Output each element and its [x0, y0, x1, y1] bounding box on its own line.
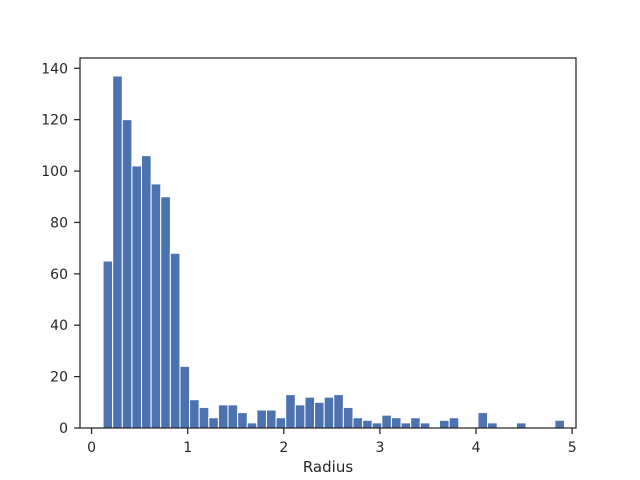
- x-tick-label: 3: [375, 440, 384, 456]
- histogram-bar: [314, 401, 325, 429]
- x-tick-label: 2: [279, 440, 288, 456]
- histogram-bar: [342, 406, 354, 429]
- histogram-bar: [439, 419, 450, 429]
- histogram-bar: [419, 422, 431, 429]
- histogram-bar: [515, 422, 527, 429]
- histogram-bar: [198, 406, 210, 429]
- histogram-bar: [179, 365, 191, 429]
- histogram-bar: [102, 260, 114, 429]
- histogram-bar: [227, 404, 239, 429]
- histogram-bar: [304, 396, 316, 429]
- histogram-bar: [323, 396, 335, 429]
- histogram-bar: [246, 422, 258, 429]
- x-tick-label: 0: [87, 440, 96, 456]
- histogram-bar: [256, 409, 267, 429]
- y-tick-label: 120: [41, 113, 68, 129]
- histogram-bar: [237, 412, 248, 429]
- histogram-bar: [150, 183, 162, 429]
- y-tick-label: 40: [50, 318, 68, 334]
- y-tick-label: 20: [50, 370, 68, 386]
- y-tick-label: 100: [41, 164, 68, 180]
- histogram-bar: [160, 196, 171, 429]
- histogram-bar: [294, 404, 306, 429]
- histogram-bar: [189, 399, 200, 429]
- histogram-bar: [410, 417, 421, 429]
- histogram-bar: [352, 417, 364, 429]
- histogram-bar: [400, 422, 412, 429]
- histogram-bar: [371, 422, 383, 429]
- y-ticks-group: 0 20 40 60 80 100 120 140: [41, 61, 80, 437]
- histogram-bar: [333, 394, 344, 429]
- histogram-bar: [285, 394, 296, 429]
- x-axis-label: Radius: [303, 458, 353, 476]
- histogram-bar: [169, 252, 181, 429]
- x-tick-label: 4: [472, 440, 481, 456]
- histogram-bar: [362, 419, 373, 429]
- histogram-bar: [141, 155, 152, 429]
- plot-frame: [79, 57, 577, 429]
- histogram-bar: [131, 165, 143, 429]
- histogram-bar: [381, 414, 392, 429]
- x-tick-label: 5: [568, 440, 577, 456]
- histogram-bar: [265, 409, 277, 429]
- y-tick-label: 80: [50, 215, 68, 231]
- histogram-bar: [121, 119, 133, 429]
- histogram-bar: [554, 419, 565, 429]
- histogram-bar: [390, 417, 402, 429]
- histogram-bar: [477, 412, 489, 429]
- histogram-bar: [487, 422, 498, 429]
- y-tick-label: 60: [50, 267, 68, 283]
- y-tick-label: 140: [41, 61, 68, 77]
- x-tick-label: 1: [183, 440, 192, 456]
- histogram-bar: [208, 417, 219, 429]
- y-tick-label: 0: [59, 421, 68, 437]
- histogram-bar: [275, 417, 287, 429]
- histogram-bar: [448, 417, 460, 429]
- x-ticks-group: 0 1 2 3 4 5: [87, 428, 577, 456]
- histogram-bar: [112, 75, 123, 429]
- histogram-bar: [217, 404, 229, 429]
